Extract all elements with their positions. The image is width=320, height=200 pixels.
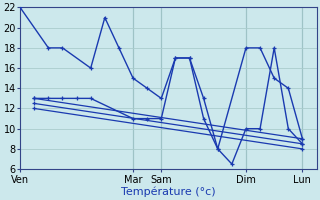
X-axis label: Température (°c): Température (°c) xyxy=(121,186,216,197)
